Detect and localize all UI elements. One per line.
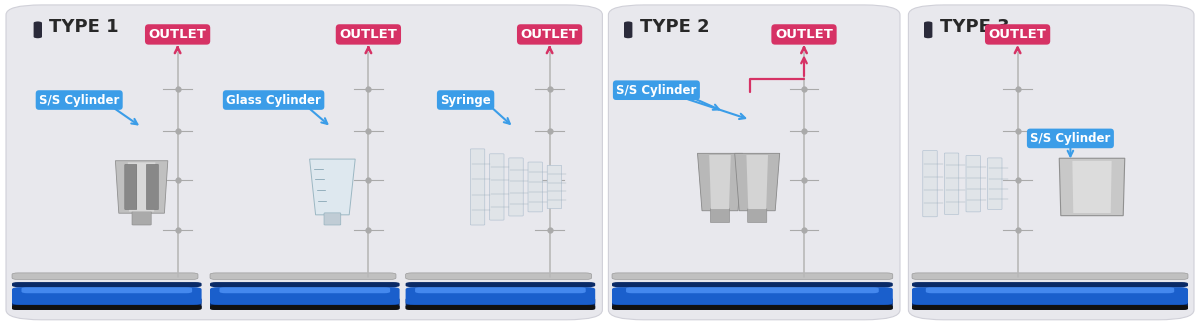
- Polygon shape: [128, 162, 155, 212]
- FancyBboxPatch shape: [125, 164, 137, 210]
- Text: S/S Cylinder: S/S Cylinder: [40, 93, 119, 107]
- FancyBboxPatch shape: [12, 287, 202, 305]
- FancyBboxPatch shape: [6, 5, 602, 320]
- FancyBboxPatch shape: [210, 305, 400, 310]
- Polygon shape: [709, 155, 731, 209]
- Text: TYPE 1: TYPE 1: [49, 18, 119, 36]
- FancyBboxPatch shape: [12, 273, 198, 279]
- FancyBboxPatch shape: [490, 154, 504, 220]
- FancyBboxPatch shape: [547, 165, 562, 209]
- Polygon shape: [1060, 158, 1124, 216]
- Text: S/S Cylinder: S/S Cylinder: [1031, 132, 1110, 145]
- FancyBboxPatch shape: [34, 21, 42, 38]
- FancyBboxPatch shape: [924, 21, 932, 38]
- FancyBboxPatch shape: [612, 305, 893, 310]
- Polygon shape: [746, 155, 768, 209]
- FancyBboxPatch shape: [22, 287, 192, 293]
- FancyBboxPatch shape: [988, 158, 1002, 209]
- FancyBboxPatch shape: [12, 282, 202, 287]
- FancyBboxPatch shape: [132, 211, 151, 225]
- FancyBboxPatch shape: [415, 287, 586, 293]
- Text: OUTLET: OUTLET: [775, 28, 833, 41]
- Text: TYPE 3: TYPE 3: [940, 18, 1009, 36]
- Text: TYPE 2: TYPE 2: [640, 18, 709, 36]
- FancyBboxPatch shape: [608, 5, 900, 320]
- FancyBboxPatch shape: [528, 162, 542, 212]
- FancyBboxPatch shape: [146, 164, 158, 210]
- FancyBboxPatch shape: [12, 305, 202, 310]
- FancyBboxPatch shape: [912, 305, 1188, 310]
- FancyBboxPatch shape: [406, 282, 595, 287]
- FancyBboxPatch shape: [912, 282, 1188, 287]
- FancyBboxPatch shape: [210, 287, 400, 305]
- Text: OUTLET: OUTLET: [989, 28, 1046, 41]
- FancyBboxPatch shape: [210, 273, 396, 279]
- FancyBboxPatch shape: [406, 287, 595, 305]
- FancyBboxPatch shape: [624, 21, 632, 38]
- FancyBboxPatch shape: [509, 158, 523, 216]
- Text: Syringe: Syringe: [440, 93, 491, 107]
- FancyBboxPatch shape: [406, 305, 595, 310]
- Polygon shape: [310, 159, 355, 215]
- FancyBboxPatch shape: [926, 287, 1174, 293]
- FancyBboxPatch shape: [210, 297, 400, 310]
- FancyBboxPatch shape: [12, 297, 202, 310]
- Text: OUTLET: OUTLET: [149, 28, 206, 41]
- FancyBboxPatch shape: [912, 287, 1188, 305]
- Polygon shape: [697, 154, 743, 211]
- Polygon shape: [115, 161, 168, 213]
- FancyBboxPatch shape: [923, 151, 937, 217]
- Polygon shape: [734, 154, 780, 211]
- FancyBboxPatch shape: [626, 287, 878, 293]
- FancyBboxPatch shape: [406, 297, 595, 310]
- FancyBboxPatch shape: [912, 297, 1188, 310]
- Text: Glass Cylinder: Glass Cylinder: [226, 93, 322, 107]
- FancyBboxPatch shape: [710, 209, 730, 222]
- FancyBboxPatch shape: [210, 282, 400, 287]
- FancyBboxPatch shape: [612, 297, 893, 310]
- FancyBboxPatch shape: [966, 155, 980, 212]
- FancyBboxPatch shape: [908, 5, 1194, 320]
- Text: OUTLET: OUTLET: [340, 28, 397, 41]
- Text: S/S Cylinder: S/S Cylinder: [617, 84, 696, 97]
- FancyBboxPatch shape: [748, 209, 767, 222]
- FancyBboxPatch shape: [612, 282, 893, 287]
- FancyBboxPatch shape: [612, 273, 893, 279]
- Polygon shape: [1073, 161, 1111, 213]
- FancyBboxPatch shape: [220, 287, 390, 293]
- FancyBboxPatch shape: [912, 273, 1188, 279]
- Text: OUTLET: OUTLET: [521, 28, 578, 41]
- FancyBboxPatch shape: [470, 149, 485, 225]
- FancyBboxPatch shape: [944, 153, 959, 215]
- FancyBboxPatch shape: [324, 213, 341, 225]
- FancyBboxPatch shape: [406, 273, 592, 279]
- FancyBboxPatch shape: [612, 287, 893, 305]
